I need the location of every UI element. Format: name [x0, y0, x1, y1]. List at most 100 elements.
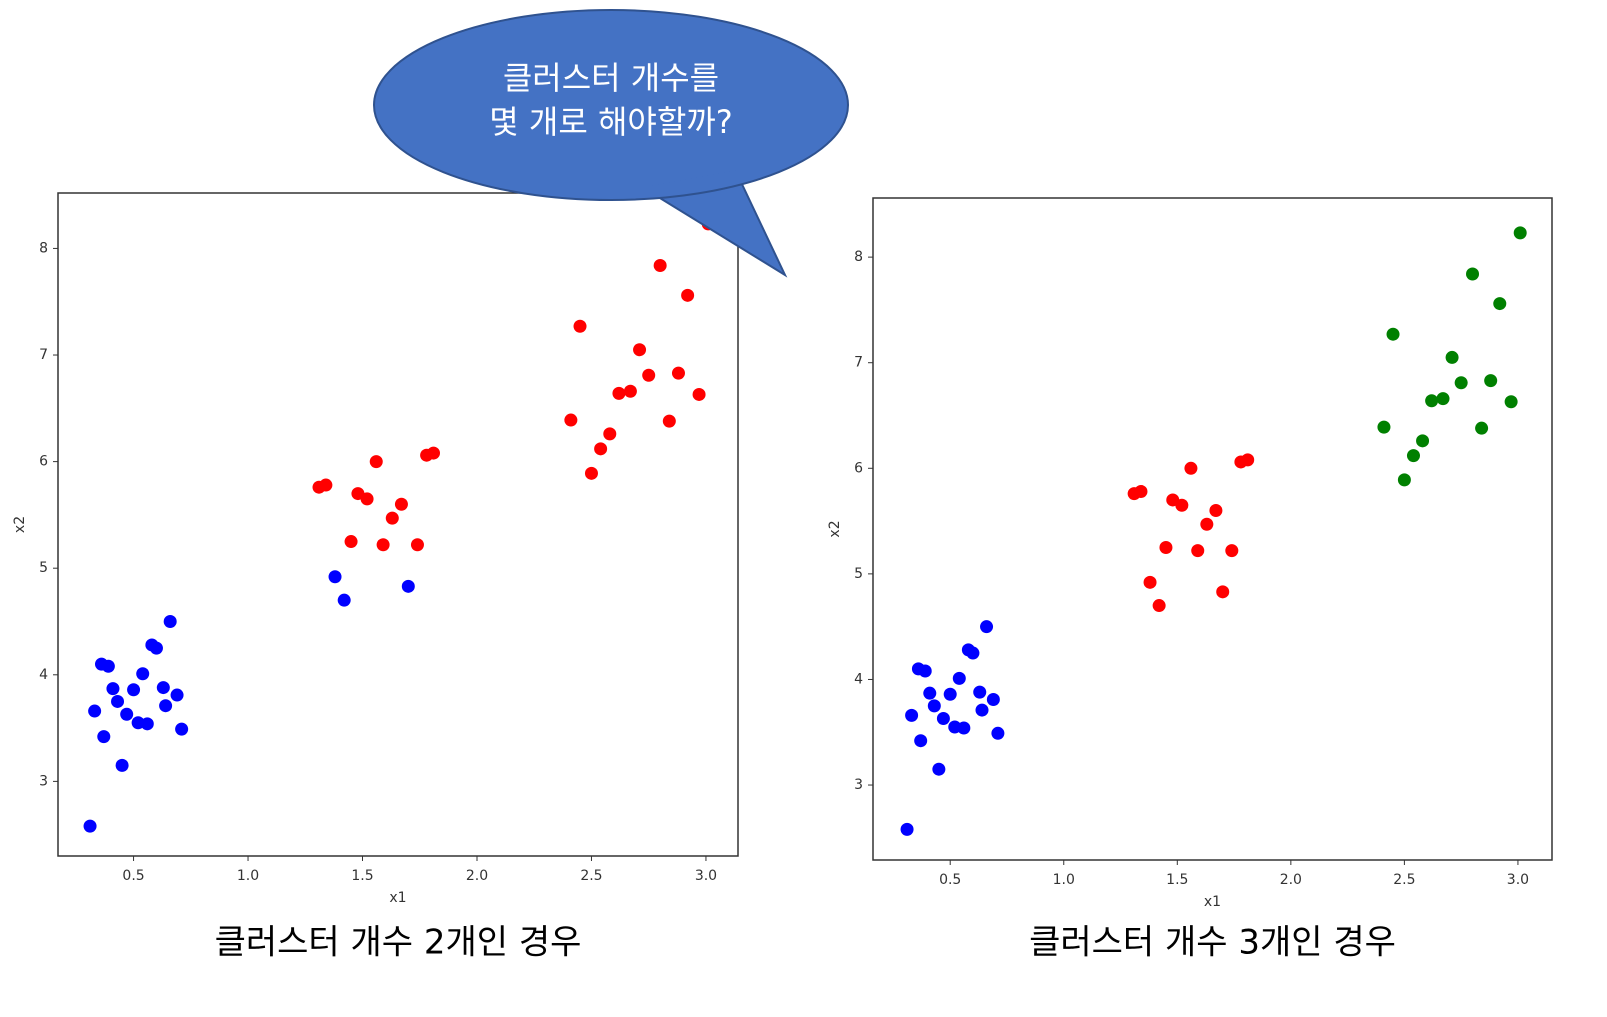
point — [426, 446, 440, 460]
point — [914, 734, 928, 748]
point — [1425, 394, 1439, 408]
y-tick-label: 4 — [39, 667, 48, 683]
point — [936, 712, 950, 726]
point — [1175, 498, 1189, 512]
y-tick-label: 5 — [39, 560, 48, 576]
point — [943, 687, 957, 701]
point — [952, 671, 966, 685]
point — [1134, 485, 1148, 499]
point — [115, 758, 129, 772]
y-tick-label: 6 — [39, 454, 48, 470]
point — [1209, 504, 1223, 518]
x-axis-label: x1 — [1204, 894, 1221, 910]
x-tick-label: 0.5 — [939, 872, 961, 888]
point — [975, 703, 989, 717]
point — [111, 694, 125, 708]
x-tick-label: 3.0 — [695, 868, 717, 884]
x-tick-label: 2.0 — [466, 868, 488, 884]
point — [692, 387, 706, 401]
point — [986, 693, 1000, 707]
y-tick-label: 3 — [39, 773, 48, 789]
point — [101, 659, 115, 673]
y-tick-label: 7 — [854, 355, 863, 371]
point — [1416, 434, 1430, 448]
x-tick-label: 1.0 — [237, 868, 259, 884]
point — [612, 386, 626, 400]
point — [1159, 540, 1173, 554]
point — [97, 730, 111, 744]
point — [973, 685, 987, 699]
x-tick-label: 1.5 — [351, 868, 373, 884]
plot-frame — [57, 192, 739, 857]
x-axis-label: x1 — [389, 890, 406, 906]
speech-bubble-join — [650, 170, 742, 196]
point — [401, 579, 415, 593]
point — [1143, 575, 1157, 589]
point — [1445, 350, 1459, 364]
point — [1225, 544, 1239, 558]
point — [603, 427, 617, 441]
point — [923, 686, 937, 700]
point — [344, 535, 358, 549]
point — [175, 722, 189, 736]
point — [1484, 374, 1498, 388]
x-tick-label: 2.0 — [1280, 872, 1302, 888]
point — [1475, 421, 1489, 435]
point — [83, 819, 97, 833]
speech-bubble — [373, 9, 849, 201]
y-tick-label: 8 — [854, 249, 863, 265]
point — [1454, 376, 1468, 390]
point — [127, 683, 141, 697]
y-tick-label: 6 — [854, 460, 863, 476]
point — [163, 614, 177, 628]
y-tick-label: 5 — [854, 566, 863, 582]
caption: 클러스터 개수 2개인 경우 — [215, 923, 582, 963]
point — [1386, 327, 1400, 341]
point — [1397, 473, 1411, 487]
y-axis-label: x2 — [827, 520, 843, 537]
point — [1241, 453, 1255, 467]
y-axis-label: x2 — [12, 516, 28, 533]
point — [980, 620, 994, 634]
point — [584, 466, 598, 480]
x-tick-label: 2.5 — [580, 868, 602, 884]
point — [957, 721, 971, 735]
point — [156, 681, 170, 695]
point — [319, 478, 333, 492]
point — [900, 822, 914, 836]
point — [410, 538, 424, 552]
y-tick-label: 4 — [854, 671, 863, 687]
x-tick-label: 1.5 — [1166, 872, 1188, 888]
callout-text: 몇 개로 해야할까? — [489, 103, 732, 141]
x-tick-label: 0.5 — [122, 868, 144, 884]
point — [140, 717, 154, 731]
point — [1406, 449, 1420, 463]
point — [991, 726, 1005, 740]
point — [932, 762, 946, 776]
point — [1493, 297, 1507, 311]
y-tick-label: 3 — [854, 777, 863, 793]
point — [149, 641, 163, 655]
point — [159, 699, 173, 713]
point — [106, 682, 120, 696]
point — [1184, 461, 1198, 475]
x-tick-label: 3.0 — [1507, 872, 1529, 888]
point — [369, 455, 383, 469]
point — [966, 646, 980, 660]
point — [1191, 544, 1205, 558]
point — [1504, 395, 1518, 409]
point — [376, 538, 390, 552]
point — [170, 688, 184, 702]
point — [573, 319, 587, 333]
point — [337, 593, 351, 607]
point — [1216, 585, 1230, 599]
point — [671, 366, 685, 380]
point — [1200, 517, 1214, 531]
point — [1152, 599, 1166, 613]
point — [88, 704, 102, 718]
point — [1513, 226, 1527, 240]
x-tick-label: 1.0 — [1053, 872, 1075, 888]
point — [360, 492, 374, 506]
